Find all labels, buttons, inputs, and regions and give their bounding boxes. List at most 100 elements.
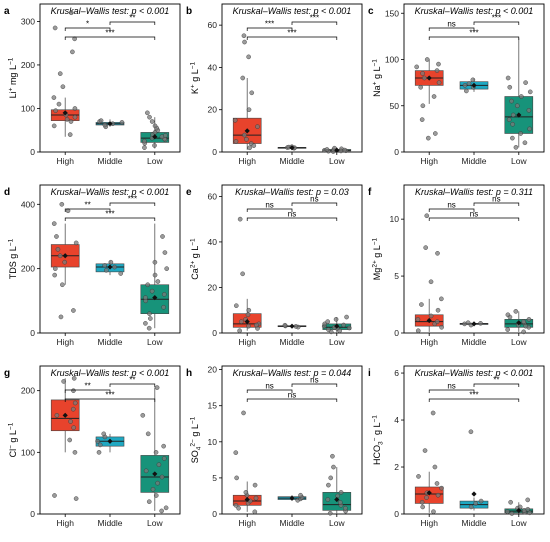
data-point [147, 114, 152, 120]
data-point [337, 500, 343, 505]
x-tick-label: Low [147, 518, 163, 528]
data-point [243, 490, 249, 495]
data-point [513, 145, 519, 150]
y-axis-label: Mg2+ g L−1 [372, 237, 383, 280]
chart-title: Kruskal–Wallis test: p < 0.001 [51, 368, 170, 378]
data-point [54, 413, 60, 418]
data-point [155, 480, 160, 486]
comparison-bracket [246, 208, 293, 212]
panel-label: h [186, 368, 192, 379]
data-point [517, 504, 523, 510]
data-point [468, 429, 474, 435]
data-point [343, 505, 348, 511]
data-point [473, 501, 478, 506]
data-point [96, 450, 102, 455]
panel-e: e Kruskal–Wallis test: p = 0.03 0 20 40 60 Ca2… [186, 184, 363, 347]
data-point [435, 492, 441, 498]
data-point [51, 123, 57, 129]
chart-title: Kruskal–Wallis test: p = 0.044 [233, 368, 352, 378]
data-point [435, 251, 440, 256]
data-point [108, 259, 114, 265]
data-point [164, 266, 169, 271]
data-point [330, 453, 335, 459]
data-point [470, 77, 476, 83]
y-tick-label: 150 [385, 8, 399, 18]
data-point [233, 139, 239, 144]
data-point [72, 114, 78, 120]
data-point [462, 83, 468, 88]
y-axis-label: K+ g L−1 [190, 62, 201, 95]
data-point [101, 431, 107, 437]
data-point [102, 263, 108, 268]
data-point [338, 490, 344, 495]
data-point [328, 475, 334, 481]
data-point [143, 468, 149, 474]
data-point [60, 282, 65, 288]
mean-marker [289, 323, 295, 329]
data-point [521, 319, 526, 324]
x-tick-label: Middle [279, 518, 304, 528]
data-point [420, 504, 426, 510]
y-axis-label: Li+ mg L−1 [8, 57, 19, 98]
data-point [148, 316, 153, 321]
significance-label: *** [105, 210, 114, 219]
data-point [465, 320, 471, 326]
comparison-bracket [64, 36, 156, 40]
data-point [436, 80, 442, 85]
chart-title: Kruskal–Wallis test: p < 0.001 [233, 6, 352, 16]
data-point [523, 80, 528, 85]
data-point [71, 308, 76, 313]
data-point [249, 90, 255, 96]
data-point [71, 425, 77, 430]
data-point [64, 117, 70, 122]
mean-marker [62, 412, 68, 418]
y-tick-label: 200 [21, 60, 35, 70]
y-tick-label: 20 [208, 365, 218, 375]
mean-marker [107, 438, 113, 444]
data-point [424, 213, 430, 219]
significance-label: ns [265, 201, 273, 210]
comparison-bracket [428, 217, 520, 221]
y-tick-label: 100 [21, 447, 35, 457]
data-point [52, 493, 57, 498]
data-point [507, 84, 513, 90]
data-point [62, 259, 67, 265]
panel-label: g [4, 368, 10, 379]
data-point [439, 485, 444, 491]
mean-marker [334, 147, 340, 153]
data-point [434, 481, 440, 486]
data-point [152, 143, 157, 148]
data-point [420, 103, 426, 109]
data-point [156, 462, 162, 467]
significance-label: *** [265, 20, 274, 29]
data-point [53, 108, 58, 113]
mean-marker [152, 471, 158, 477]
data-point [466, 81, 472, 86]
x-tick-label: Middle [279, 337, 304, 347]
data-point [525, 497, 531, 503]
data-point [143, 321, 148, 326]
data-point [241, 33, 247, 39]
data-point [430, 410, 436, 416]
data-point [246, 307, 252, 313]
mean-marker [471, 82, 477, 88]
data-point [252, 482, 258, 488]
data-point [293, 324, 299, 329]
significance-label: ns [470, 210, 478, 219]
y-axis-label: TDS g L−1 [8, 238, 19, 279]
mean-marker [244, 496, 250, 503]
comparison-bracket [473, 202, 520, 206]
x-tick-label: Middle [97, 518, 122, 528]
data-point [161, 456, 167, 461]
panel-g: g Kruskal–Wallis test: p < 0.001 0 100 200 Cl… [4, 365, 181, 528]
data-point [65, 208, 71, 214]
data-point [145, 110, 150, 116]
data-point [72, 36, 77, 42]
x-tick-label: Low [329, 337, 345, 347]
data-point [154, 385, 160, 390]
significance-label: ns [288, 210, 296, 219]
y-tick-label: 20 [208, 282, 218, 292]
panel-d: d Kruskal–Wallis test: p < 0.001 0 200 400 TD… [4, 184, 181, 347]
data-point [71, 388, 76, 393]
significance-label: *** [105, 29, 114, 38]
